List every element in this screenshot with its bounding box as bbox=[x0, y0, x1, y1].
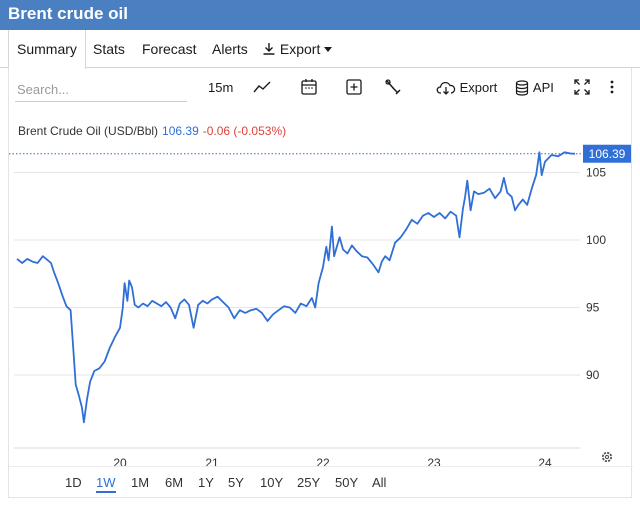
expand-icon bbox=[574, 79, 590, 95]
settings-tools-button[interactable] bbox=[384, 77, 402, 99]
tab-export[interactable]: Export bbox=[262, 30, 333, 68]
range-1y[interactable]: 1Y bbox=[198, 475, 214, 490]
gear-icon[interactable] bbox=[601, 451, 613, 463]
range-selector: 1D 1W 1M 6M 1Y 5Y 10Y 25Y 50Y All bbox=[9, 466, 633, 498]
range-1m[interactable]: 1M bbox=[131, 475, 150, 490]
legend-change: -0.06 (-0.053%) bbox=[202, 124, 287, 138]
chart-legend: Brent Crude Oil (USD/Bbl) 106.39 -0.06 (-0… bbox=[18, 124, 286, 138]
price-chart[interactable]: 90 95 100 105 20 21 22 23 24 106.39 bbox=[9, 136, 631, 466]
api-label: API bbox=[532, 80, 554, 95]
last-price-badge bbox=[583, 144, 631, 163]
fullscreen-button[interactable] bbox=[573, 77, 591, 99]
y-tick-label: 95 bbox=[586, 301, 600, 315]
chevron-down-icon bbox=[324, 46, 333, 52]
chart-type-button[interactable] bbox=[252, 77, 272, 99]
interval-selector[interactable]: 15m bbox=[208, 77, 233, 99]
api-button[interactable]: API bbox=[514, 77, 554, 99]
tab-alerts-label: Alerts bbox=[212, 41, 248, 57]
x-tick-label: 21 bbox=[205, 456, 219, 466]
interval-label: 15m bbox=[208, 80, 234, 95]
line-chart-icon bbox=[253, 81, 271, 93]
tab-forecast-label: Forecast bbox=[142, 41, 197, 57]
gear-icon-hub bbox=[604, 454, 610, 460]
more-vertical-icon bbox=[610, 80, 614, 94]
more-menu-button[interactable] bbox=[608, 77, 616, 99]
y-tick-label: 100 bbox=[586, 233, 606, 247]
calendar-icon bbox=[301, 79, 317, 95]
gear-icon-teeth bbox=[601, 451, 613, 463]
x-tick-label: 22 bbox=[316, 456, 330, 466]
tab-summary-label: Summary bbox=[17, 41, 77, 57]
range-all[interactable]: All bbox=[372, 475, 387, 490]
plus-box-icon bbox=[346, 79, 362, 95]
export-chart-label: Export bbox=[459, 80, 498, 95]
page-title: Brent crude oil bbox=[8, 4, 128, 23]
y-tick-label: 105 bbox=[586, 166, 606, 180]
tab-summary[interactable]: Summary bbox=[8, 30, 86, 69]
chart-panel: 15m Export API Brent Crude Oil (USD/Bbl)… bbox=[8, 68, 633, 498]
last-price-label: 106.39 bbox=[589, 147, 626, 161]
download-icon bbox=[263, 42, 275, 55]
range-25y[interactable]: 25Y bbox=[297, 475, 321, 490]
range-6m[interactable]: 6M bbox=[165, 475, 184, 490]
add-indicator-button[interactable] bbox=[345, 77, 363, 99]
range-5y[interactable]: 5Y bbox=[228, 475, 244, 490]
search-input[interactable] bbox=[15, 78, 187, 102]
date-range-button[interactable] bbox=[300, 77, 318, 99]
app-header: Brent crude oil bbox=[0, 0, 640, 30]
x-tick-label: 20 bbox=[113, 456, 127, 466]
price-series-line bbox=[16, 151, 576, 424]
legend-instrument: Brent Crude Oil (USD/Bbl) bbox=[18, 124, 159, 138]
range-50y[interactable]: 50Y bbox=[335, 475, 359, 490]
range-1w[interactable]: 1W bbox=[96, 475, 116, 493]
range-1d[interactable]: 1D bbox=[65, 475, 82, 490]
export-chart-button[interactable]: Export bbox=[436, 77, 497, 99]
x-tick-label: 23 bbox=[427, 456, 441, 466]
database-icon bbox=[515, 79, 529, 96]
x-tick-label: 24 bbox=[538, 456, 552, 466]
tab-alerts[interactable]: Alerts bbox=[212, 30, 248, 68]
tab-export-label: Export bbox=[279, 41, 321, 57]
tab-stats[interactable]: Stats bbox=[93, 30, 125, 68]
cloud-download-icon bbox=[436, 81, 456, 95]
wrench-icon bbox=[385, 79, 401, 95]
chart-toolbar: 15m Export API bbox=[9, 68, 633, 106]
tab-bar: Summary Stats Forecast Alerts Export bbox=[0, 30, 640, 69]
range-10y[interactable]: 10Y bbox=[260, 475, 284, 490]
y-tick-label: 90 bbox=[586, 368, 600, 382]
legend-price: 106.39 bbox=[162, 124, 199, 138]
tab-stats-label: Stats bbox=[93, 41, 125, 57]
tab-forecast[interactable]: Forecast bbox=[142, 30, 196, 68]
